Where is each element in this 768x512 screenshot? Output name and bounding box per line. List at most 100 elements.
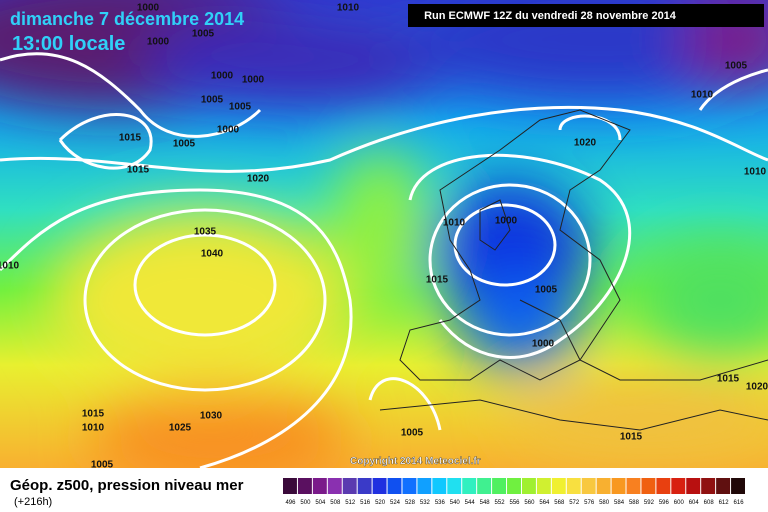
colorbar-label: 604 (689, 500, 700, 506)
colorbar-label: 500 (300, 500, 311, 506)
colorbar-swatch (372, 478, 387, 494)
colorbar-swatch (566, 478, 581, 494)
colorbar-label: 508 (330, 500, 341, 506)
colorbar-label: 588 (629, 500, 640, 506)
colorbar-swatch (656, 478, 671, 494)
run-info: Run ECMWF 12Z du vendredi 28 novembre 20… (424, 10, 677, 22)
field (0, 0, 768, 490)
colorbar-label: 560 (524, 500, 535, 506)
colorbar-label: 516 (360, 500, 371, 506)
colorbar-label: 600 (674, 500, 685, 506)
colorbar-swatch (716, 478, 731, 494)
colorbar-label: 524 (390, 500, 401, 506)
isobar-label: 1035 (194, 227, 217, 238)
colorbar-label: 616 (734, 500, 745, 506)
colorbar-swatch (387, 478, 402, 494)
colorbar-label: 544 (465, 500, 476, 506)
isobar-label: 1005 (201, 95, 224, 106)
colorbar-swatch (357, 478, 372, 494)
isobar-label: 1000 (242, 75, 265, 86)
isobar-label: 1010 (0, 261, 20, 272)
isobar-label: 1000 (211, 71, 234, 82)
colorbar-swatch (477, 478, 492, 494)
colorbar-swatch (447, 478, 462, 494)
colorbar-label: 564 (539, 500, 550, 506)
colorbar-label: 568 (554, 500, 565, 506)
colorbar-swatch (462, 478, 477, 494)
isobar-label: 1010 (82, 423, 105, 434)
colorbar-swatch (611, 478, 626, 494)
colorbar-label: 576 (584, 500, 595, 506)
copyright: Copyright 2014 Meteociel.fr (350, 456, 481, 467)
isobar-label: 1015 (717, 374, 740, 385)
colorbar-swatch (297, 478, 312, 494)
colorbar-swatch (507, 478, 521, 494)
colorbar-label: 536 (435, 500, 446, 506)
isobar-label: 1015 (426, 275, 449, 286)
run-box (408, 4, 764, 27)
colorbar-label: 540 (450, 500, 461, 506)
isobar-label: 1040 (201, 249, 224, 260)
colorbar-swatch (596, 478, 611, 494)
isobar-label: 1010 (691, 90, 714, 101)
colorbar-label: 552 (495, 500, 506, 506)
colorbar-swatch (731, 478, 745, 494)
colorbar-label: 504 (315, 500, 326, 506)
colorbar-swatch (536, 478, 551, 494)
isobar-label: 1020 (746, 382, 768, 393)
colorbar-swatch (432, 478, 447, 494)
colorbar-swatch (551, 478, 566, 494)
colorbar-label: 496 (285, 500, 296, 506)
colorbar-label: 528 (405, 500, 416, 506)
colorbar-label: 596 (659, 500, 670, 506)
isobar-label: 1005 (91, 460, 114, 471)
colorbar-swatch (686, 478, 701, 494)
isobar-label: 1005 (229, 102, 252, 113)
colorbar-swatch (327, 478, 342, 494)
colorbar-swatch (626, 478, 641, 494)
colorbar-swatch (402, 478, 417, 494)
isobar-label: 1000 (495, 216, 518, 227)
colorbar-label: 532 (420, 500, 431, 506)
map-title: Géop. z500, pression niveau mer (10, 477, 244, 494)
date: dimanche 7 décembre 2014 (10, 9, 244, 29)
colorbar-label: 556 (509, 500, 520, 506)
colorbar-swatch (342, 478, 357, 494)
isobar-label: 1030 (200, 411, 223, 422)
colorbar-swatch (417, 478, 432, 494)
colorbar-swatch (641, 478, 656, 494)
isobar-label: 1005 (192, 29, 215, 40)
coastlines (379, 109, 768, 431)
isobar-label: 1000 (147, 37, 170, 48)
colorbar-label: 608 (704, 500, 715, 506)
isobar-label: 1015 (82, 409, 105, 420)
colorbar-swatch (701, 478, 716, 494)
colorbar-label: 548 (480, 500, 491, 506)
colorbar-swatch (283, 478, 297, 494)
colorbar: 496 500 504 508 512 516 520 524 528 532 536 540 544 5… (283, 478, 745, 506)
isobar-label: 1005 (401, 428, 424, 439)
colorbar-swatch (492, 478, 507, 494)
lead-time: (+216h) (14, 496, 52, 508)
isobar-label: 1020 (574, 138, 597, 149)
colorbar-label: 584 (614, 500, 625, 506)
colorbar-label: 612 (719, 500, 730, 506)
isobars (0, 52, 768, 470)
isobar-label: 1015 (119, 133, 142, 144)
isobar-label: 1010 (744, 167, 767, 178)
isobar-label: 1025 (169, 423, 192, 434)
isobar-label: 1015 (620, 432, 643, 443)
isobar-label: 1020 (247, 174, 270, 185)
isobar-labels: 1000 1010 1005 1000 1000 1000 1005 1005 1000 1015… (0, 3, 768, 471)
colorbar-label: 512 (345, 500, 356, 506)
colorbar-swatch (581, 478, 596, 494)
colorbar-swatch (671, 478, 686, 494)
isobar-label: 1005 (173, 139, 196, 150)
colorbar-label: 520 (375, 500, 386, 506)
isobar-label: 1005 (535, 285, 558, 296)
colorbar-label: 592 (644, 500, 655, 506)
isobar-label: 1010 (337, 3, 360, 14)
isobar-label: 1000 (137, 3, 160, 14)
colorbar-swatch (312, 478, 327, 494)
